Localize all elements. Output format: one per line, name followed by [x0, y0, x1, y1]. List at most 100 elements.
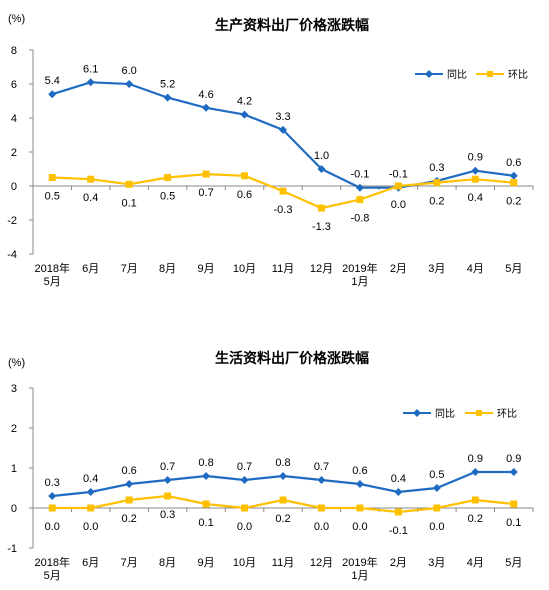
data-point-mom [87, 504, 95, 512]
legend-label-yoy: 同比 [435, 408, 455, 420]
data-point-mom [279, 187, 287, 195]
x-tick-label: 1月 [351, 276, 368, 288]
legend-marker-mom [487, 71, 493, 77]
data-point-yoy [394, 488, 403, 496]
legend-marker-yoy [425, 70, 433, 78]
data-point-yoy [86, 488, 95, 496]
data-label-yoy: 0.9 [468, 453, 483, 465]
data-point-mom [241, 504, 249, 512]
data-point-yoy [163, 93, 172, 102]
chart-title: 生产资料出厂价格涨跌幅 [215, 17, 369, 34]
data-label-yoy: 0.7 [237, 461, 252, 473]
data-point-mom [510, 500, 518, 508]
data-label-yoy: 5.2 [160, 79, 175, 91]
y-tick-label: 3 [11, 383, 17, 395]
y-unit-label: (%) [8, 357, 25, 369]
data-point-mom [317, 204, 325, 212]
y-tick-label: -1 [7, 543, 17, 555]
y-tick-label: 1 [11, 463, 17, 475]
data-label-yoy: 0.7 [314, 461, 329, 473]
x-tick-label: 2018年 [34, 261, 69, 275]
data-label-mom: 0.6 [237, 189, 252, 201]
data-point-mom [510, 179, 518, 187]
data-label-yoy: 5.4 [45, 75, 60, 87]
data-label-mom: -0.1 [389, 525, 408, 537]
chart-ppi-production: 生产资料出厂价格涨跌幅 (%) 同比 环比 86420-2-42018年5月6月… [7, 13, 534, 288]
data-label-yoy: 4.2 [237, 96, 252, 108]
data-label-mom: 0.0 [314, 521, 329, 533]
data-label-yoy: 0.9 [506, 453, 521, 465]
data-label-yoy: 0.4 [391, 473, 406, 485]
data-point-yoy [202, 472, 211, 480]
x-tick-label: 5月 [44, 570, 61, 582]
data-point-yoy [509, 171, 518, 180]
data-point-yoy [317, 476, 326, 484]
data-label-mom: 0.0 [429, 521, 444, 533]
data-label-mom: 0.2 [429, 196, 444, 208]
x-tick-label: 3月 [428, 263, 445, 275]
data-point-mom [433, 504, 441, 512]
data-label-yoy: 0.3 [429, 162, 444, 174]
data-label-mom: 0.0 [352, 521, 367, 533]
data-point-yoy [240, 476, 249, 484]
y-tick-label: 0 [11, 503, 17, 515]
data-point-mom [279, 496, 287, 504]
x-tick-label: 2019年 [342, 261, 377, 275]
data-point-yoy [279, 125, 287, 134]
data-label-yoy: 0.8 [198, 457, 213, 469]
data-point-mom [317, 504, 325, 512]
data-point-yoy [202, 103, 211, 112]
x-tick-label: 6月 [82, 263, 99, 275]
data-label-mom: 0.0 [391, 199, 406, 211]
data-point-yoy [125, 80, 134, 88]
x-tick-label: 8月 [159, 263, 176, 275]
data-label-mom: 0.0 [83, 521, 98, 533]
data-point-mom [87, 175, 95, 183]
data-point-mom [471, 496, 479, 504]
data-point-yoy [471, 166, 480, 175]
y-tick-label: -4 [7, 249, 17, 261]
data-label-yoy: 0.9 [468, 152, 483, 164]
chart-title: 生活资料出厂价格涨跌幅 [215, 350, 369, 367]
y-tick-label: 2 [11, 147, 17, 159]
data-point-yoy [125, 480, 134, 488]
data-point-mom [356, 504, 364, 512]
data-label-mom: 0.2 [122, 513, 137, 525]
x-tick-label: 4月 [467, 263, 484, 275]
data-label-mom: 0.1 [198, 517, 213, 529]
x-tick-label: 11月 [272, 557, 294, 569]
data-label-mom: 0.1 [506, 517, 521, 529]
data-label-mom: 0.2 [468, 513, 483, 525]
data-label-mom: 0.5 [160, 191, 175, 203]
data-point-yoy [48, 90, 57, 99]
data-point-mom [125, 496, 133, 504]
data-label-yoy: -0.1 [350, 169, 369, 181]
data-label-yoy: -0.1 [389, 169, 408, 181]
x-tick-label: 7月 [121, 557, 138, 569]
y-unit-label: (%) [8, 13, 25, 25]
x-tick-label: 4月 [467, 557, 484, 569]
x-tick-label: 9月 [198, 557, 215, 569]
data-point-yoy [355, 480, 364, 488]
x-tick-label: 12月 [310, 263, 333, 275]
data-label-yoy: 0.7 [160, 461, 175, 473]
data-label-mom: -1.3 [312, 221, 331, 233]
data-label-mom: 0.0 [237, 521, 252, 533]
data-point-mom [394, 508, 402, 516]
x-tick-label: 5月 [44, 276, 61, 288]
data-label-mom: 0.4 [468, 192, 483, 204]
legend-label-mom: 环比 [508, 69, 528, 81]
y-tick-label: 4 [11, 113, 17, 125]
data-label-mom: 0.2 [275, 513, 290, 525]
data-label-yoy: 1.0 [314, 150, 329, 162]
data-label-yoy: 4.6 [198, 89, 213, 101]
data-point-yoy [86, 78, 95, 87]
data-label-yoy: 3.3 [275, 111, 290, 123]
legend: 同比 环比 [415, 69, 528, 81]
legend-marker-mom [476, 410, 482, 416]
x-tick-label: 2月 [390, 557, 407, 569]
data-point-yoy [432, 484, 441, 492]
y-tick-label: 8 [11, 45, 17, 57]
data-label-mom: 0.5 [45, 191, 60, 203]
